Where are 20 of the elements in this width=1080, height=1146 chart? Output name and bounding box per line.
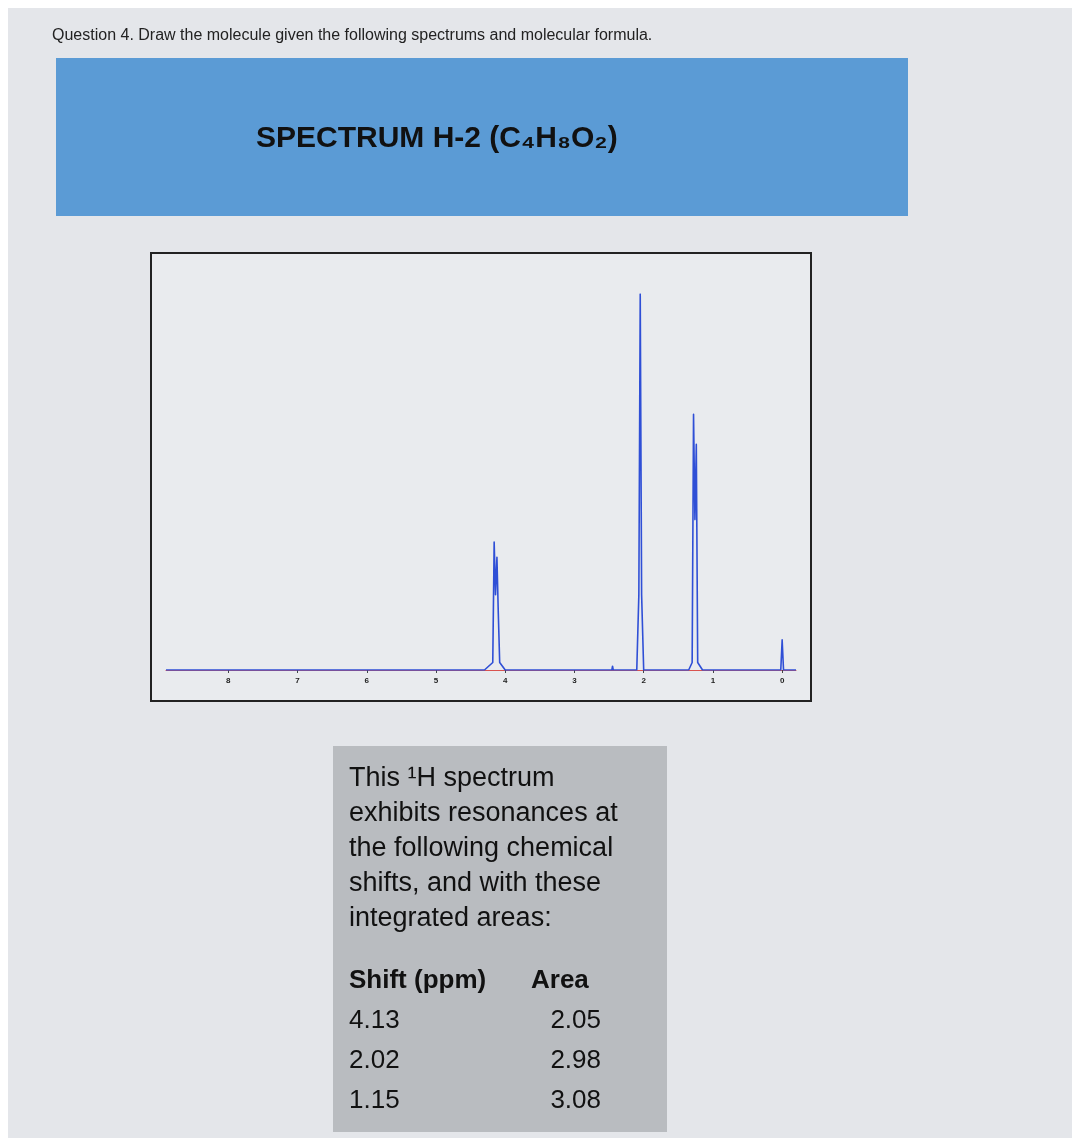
text: 1.15 [349, 1083, 401, 1116]
x-tick-label: 0 [779, 675, 785, 685]
chart-title: SPECTRUM H-2 (C₄H₈O₂) [256, 120, 618, 154]
x-tick-label: 6 [364, 675, 370, 685]
text: 2.98 [549, 1043, 602, 1076]
text: Question 4. Draw the molecule given the following spectrums and molecular formula. [52, 26, 653, 44]
x-tick-label: 8 [226, 675, 232, 685]
x-tick-label: 3 [572, 675, 578, 685]
text: 2.05 [549, 1003, 602, 1036]
x-tick-label: 2 [641, 675, 647, 685]
x-tick-label: 1 [710, 675, 716, 685]
text: 4.13 [349, 1003, 401, 1036]
text: 2.02 [349, 1043, 401, 1076]
text: Area [531, 963, 590, 996]
text: 3.08 [549, 1083, 602, 1116]
x-tick-label: 4 [503, 675, 508, 685]
x-tick-label: 5 [433, 675, 439, 685]
x-tick-label: 7 [295, 675, 301, 685]
text: Shift (ppm) [349, 963, 488, 996]
text: This ¹H spectrum exhibits resonances at the following chemical shifts, and with these integrated areas: [349, 761, 619, 934]
